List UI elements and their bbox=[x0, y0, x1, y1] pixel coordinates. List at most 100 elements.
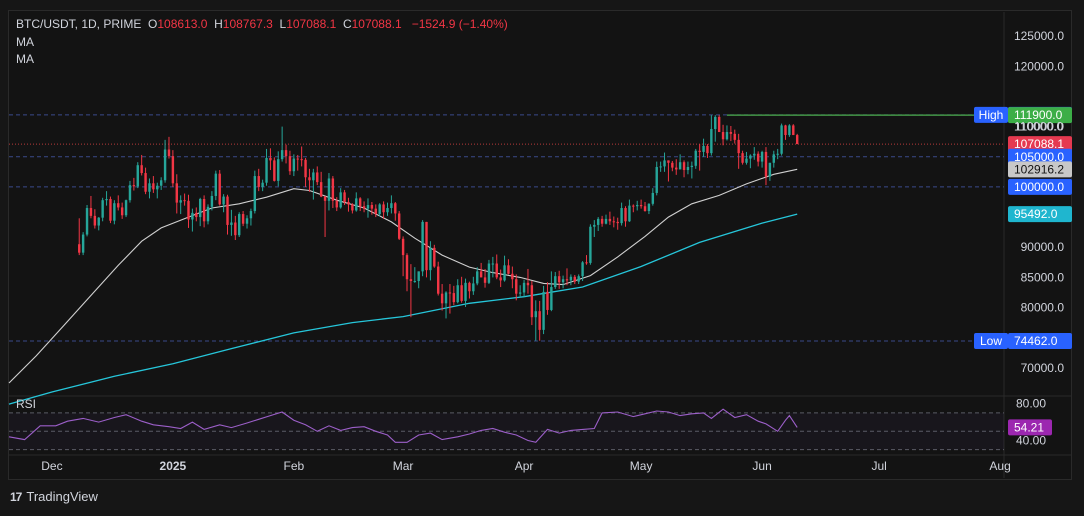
candle-body bbox=[222, 196, 225, 205]
candle-body bbox=[230, 222, 233, 225]
candle-body bbox=[206, 206, 210, 222]
candle-body bbox=[499, 277, 502, 281]
candle-body bbox=[421, 221, 424, 272]
candle-body bbox=[550, 287, 553, 310]
price-tick-label: 80000.0 bbox=[1021, 301, 1065, 315]
candle-body bbox=[117, 203, 120, 208]
candle-body bbox=[714, 116, 717, 130]
price-tag-value: 95492.0 bbox=[1014, 207, 1058, 221]
candle-body bbox=[460, 285, 463, 301]
candle-body bbox=[405, 255, 409, 280]
candle-body bbox=[456, 285, 459, 303]
candle-body bbox=[600, 218, 604, 224]
price-tag-box bbox=[1008, 107, 1072, 124]
candle-body bbox=[198, 198, 202, 218]
candle-body bbox=[159, 180, 163, 186]
candle-body bbox=[647, 203, 651, 212]
candle-body bbox=[113, 203, 116, 221]
candle-body bbox=[382, 204, 385, 213]
candle-body bbox=[776, 153, 779, 155]
candle-body bbox=[546, 291, 549, 310]
candle-body bbox=[784, 125, 787, 136]
candle-body bbox=[144, 173, 147, 192]
candle-body bbox=[187, 200, 190, 220]
candle-body bbox=[351, 204, 354, 211]
candle-body bbox=[417, 271, 420, 282]
time-axis[interactable]: Dec 2025 Feb Mar Apr May Jun Jul Aug bbox=[41, 459, 1011, 473]
price-tag-box bbox=[1008, 161, 1072, 178]
candle-body bbox=[226, 196, 229, 225]
price-tag-value: 110000.0 bbox=[1014, 120, 1063, 134]
candle-body bbox=[581, 262, 584, 277]
candle-body bbox=[273, 160, 276, 181]
candle-body bbox=[639, 205, 643, 207]
candle-body bbox=[323, 196, 327, 201]
candle-body bbox=[304, 159, 307, 178]
candle-body bbox=[675, 167, 678, 170]
candle-body bbox=[128, 185, 132, 201]
rsi-current-value: 54.21 bbox=[1014, 420, 1044, 434]
low-label: L bbox=[279, 17, 287, 31]
candle-body bbox=[257, 176, 260, 187]
candle-body bbox=[163, 149, 167, 181]
high-value: 108767.3 bbox=[222, 17, 273, 31]
candle-body bbox=[253, 176, 257, 212]
candle-body bbox=[577, 276, 580, 282]
tradingview-brand[interactable]: 17 TradingView bbox=[10, 489, 98, 504]
candle-body bbox=[620, 208, 623, 224]
candle-body bbox=[678, 162, 682, 170]
candle-body bbox=[694, 150, 697, 166]
time-tick-label: 2025 bbox=[160, 459, 187, 473]
candle-body bbox=[764, 151, 768, 177]
rsi-label: RSI bbox=[16, 397, 36, 411]
candle-body bbox=[608, 218, 612, 222]
candle-body bbox=[479, 271, 483, 278]
candle-body bbox=[85, 208, 89, 235]
price-tag-label-box bbox=[974, 106, 1008, 123]
ma-legend-1[interactable]: MA bbox=[16, 35, 34, 49]
price-axis[interactable]: 125000.0 120000.0 110000.0 90000.0 85000.0 80… bbox=[1008, 29, 1064, 447]
candle-body bbox=[702, 145, 705, 152]
candle-body bbox=[78, 244, 81, 253]
candle-body bbox=[733, 133, 736, 140]
candle-body bbox=[425, 221, 428, 271]
candle-body bbox=[171, 156, 175, 184]
candle-body bbox=[515, 279, 518, 294]
candle-body bbox=[487, 263, 491, 283]
candle-body bbox=[737, 139, 740, 154]
candle-body bbox=[706, 145, 709, 154]
price-tick-label: 120000.0 bbox=[1014, 59, 1064, 73]
price-tag-box bbox=[1008, 332, 1072, 349]
candle-body bbox=[358, 198, 362, 207]
price-tag-value: 105000.0 bbox=[1014, 150, 1064, 164]
candle-body bbox=[195, 212, 198, 218]
candle-body bbox=[156, 185, 159, 190]
change-value: −1524.9 (−1.40%) bbox=[411, 17, 508, 31]
symbol-label[interactable]: BTC/USDT, 1D, PRIME bbox=[16, 17, 142, 31]
candle-body bbox=[366, 205, 370, 209]
candle-body bbox=[573, 276, 576, 282]
brand-name: TradingView bbox=[26, 489, 98, 504]
candle-body bbox=[667, 160, 670, 163]
price-tag-box bbox=[1008, 148, 1072, 165]
candle-body bbox=[101, 200, 104, 218]
candle-body bbox=[682, 162, 686, 171]
candle-body bbox=[792, 125, 795, 136]
candle-body bbox=[339, 192, 342, 208]
candle-body bbox=[440, 293, 444, 304]
candle-body bbox=[378, 204, 381, 215]
candle-body bbox=[284, 150, 288, 157]
price-tag-value: 107088.1 bbox=[1014, 137, 1064, 151]
ma-legend-2[interactable]: MA bbox=[16, 52, 34, 66]
ma-fast-layer bbox=[8, 168, 798, 384]
rsi-tick-label: 40.00 bbox=[1016, 433, 1046, 447]
price-tag-label: Low bbox=[980, 334, 1002, 348]
candle-body bbox=[772, 154, 775, 163]
candle-body bbox=[593, 224, 596, 227]
open-value: 108613.0 bbox=[157, 17, 208, 31]
candle-body bbox=[530, 285, 534, 318]
candle-body bbox=[105, 198, 108, 201]
candle-body bbox=[472, 283, 475, 292]
candle-body bbox=[265, 157, 268, 183]
